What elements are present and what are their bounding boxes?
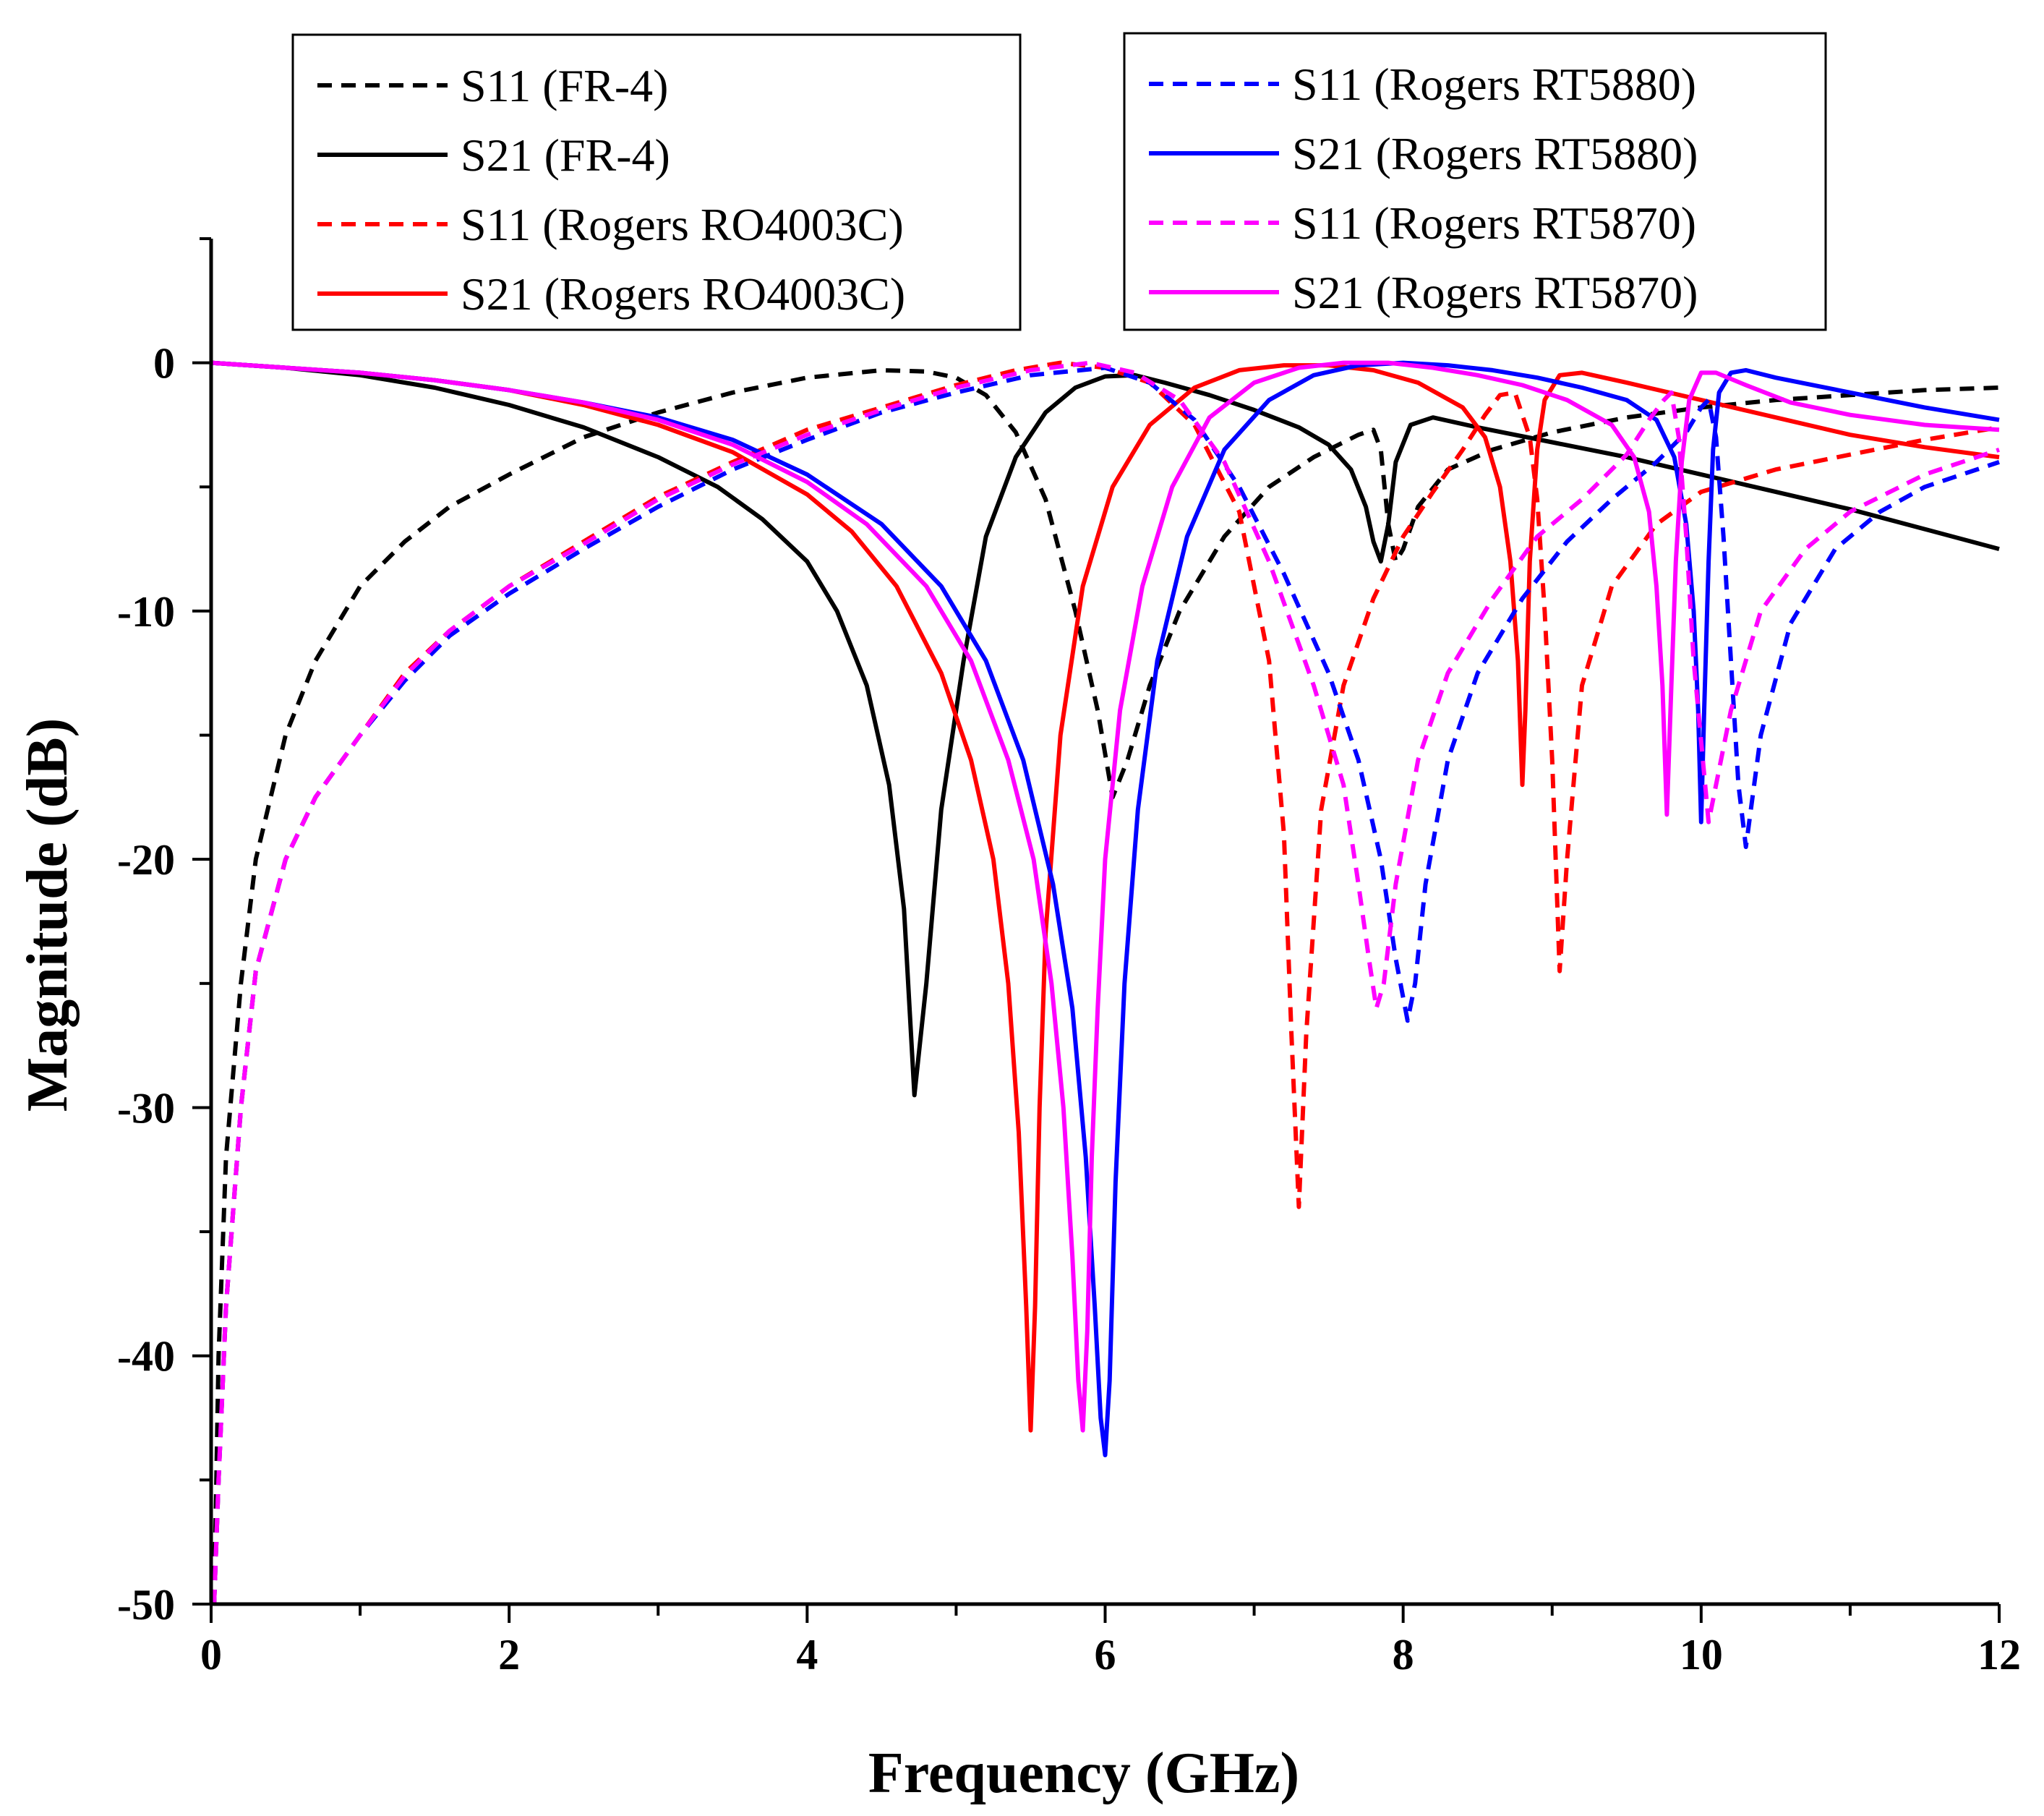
series-line-s21-fr-4 <box>210 360 2000 1098</box>
y-tick-label: -20 <box>117 836 175 884</box>
legend-left: S11 (FR-4) S21 (FR-4) S11 (Rogers RO4003C)… <box>291 33 1022 331</box>
y-axis-title: Magnitude (dB) <box>16 718 80 1112</box>
ticks: 0 2 4 6 8 10 12 0 -10 -20 -30 -40 -50 <box>117 237 2021 1679</box>
y-tick-label: -40 <box>117 1333 175 1381</box>
series-line-s21-rogers-rt5870 <box>210 360 2000 1433</box>
legend-label-s11-fr-4: S11 (FR-4) <box>461 60 668 111</box>
x-tick-label: 6 <box>1095 1631 1116 1679</box>
legend-label-s21-rogers-rt5870: S21 (Rogers RT5870) <box>1292 267 1698 318</box>
y-tick-label: -30 <box>117 1084 175 1132</box>
x-tick-label: 12 <box>1977 1631 2021 1679</box>
series-line-s11-rogers-rt5870 <box>212 360 2000 1605</box>
legend-label-s21-fr-4: S21 (FR-4) <box>461 129 670 181</box>
y-tick-label: -10 <box>117 588 175 636</box>
legend-right-box <box>1123 32 1827 331</box>
y-tick-label: -50 <box>117 1581 175 1629</box>
y-tick-label: 0 <box>153 340 175 388</box>
x-tick-label: 2 <box>498 1631 520 1679</box>
series-line-s11-fr-4 <box>212 367 2000 1605</box>
legend-label-s21-rogers-ro4003c: S21 (Rogers RO4003C) <box>461 268 905 320</box>
series-layer <box>210 360 2000 1605</box>
x-tick-label: 0 <box>200 1631 222 1679</box>
x-tick-label: 10 <box>1680 1631 1723 1679</box>
series-line-s21-rogers-rt5880 <box>210 360 2000 1457</box>
legend-label-s21-rogers-rt5880: S21 (Rogers RT5880) <box>1292 128 1698 179</box>
x-tick-label: 4 <box>796 1631 818 1679</box>
x-axis-title: Frequency (GHz) <box>868 1742 1299 1805</box>
legend-right: S11 (Rogers RT5880) S21 (Rogers RT5880) S1… <box>1123 32 1827 331</box>
legend-label-s11-rogers-ro4003c: S11 (Rogers RO4003C) <box>461 199 904 250</box>
series-line-s21-rogers-ro4003c <box>210 360 2000 1433</box>
x-tick-label: 8 <box>1393 1631 1414 1679</box>
legend-label-s11-rogers-rt5880: S11 (Rogers RT5880) <box>1292 59 1696 110</box>
legend-label-s11-rogers-rt5870: S11 (Rogers RT5870) <box>1292 197 1696 249</box>
